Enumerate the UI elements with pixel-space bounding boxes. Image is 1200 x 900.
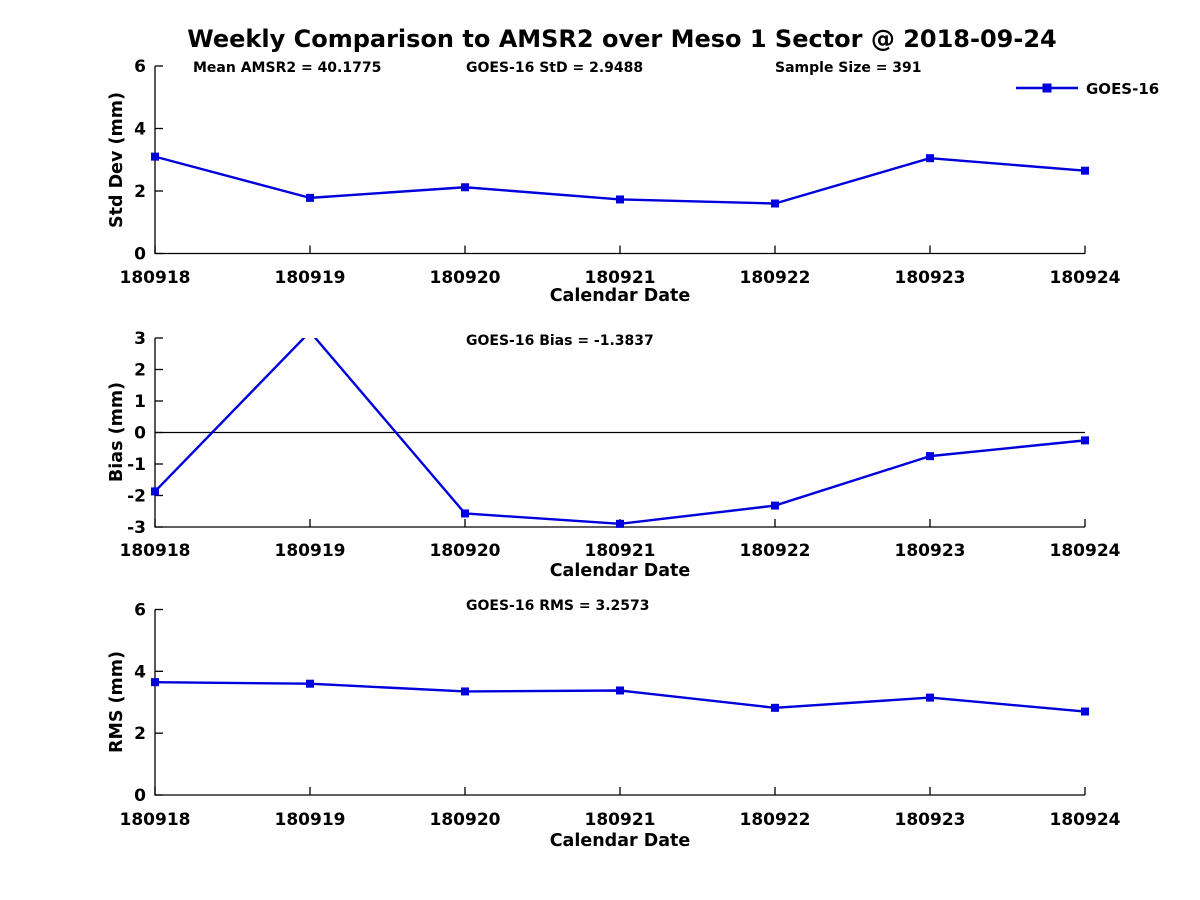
data-marker	[151, 487, 159, 496]
x-tick-label: 180923	[895, 268, 966, 288]
ylabel-std-dev: Std Dev (mm)	[107, 92, 127, 228]
data-marker	[771, 199, 779, 208]
x-tick-label: 180920	[430, 268, 501, 288]
x-tick-label: 180922	[740, 541, 811, 561]
x-tick-label: 180923	[895, 541, 966, 561]
annotation-goes16-bias: GOES-16 Bias = -1.3837	[466, 333, 654, 349]
y-tick-label: 3	[134, 329, 146, 349]
xlabel-calendar-date-middle: Calendar Date	[550, 561, 691, 581]
data-marker	[461, 183, 469, 192]
x-tick-label: 180924	[1050, 268, 1121, 288]
data-marker	[616, 195, 624, 204]
x-tick-label: 180921	[585, 541, 656, 561]
xlabel-calendar-date-top: Calendar Date	[550, 286, 691, 306]
x-tick-label: 180924	[1050, 541, 1121, 561]
chart-panel-2: 0 2 4 6 180918 180919 180920 180921 180922 180923…	[120, 601, 1121, 831]
annotation-goes16-rms: GOES-16 RMS = 3.2573	[466, 598, 650, 614]
y-tick-label: -3	[127, 518, 146, 538]
data-marker	[926, 693, 934, 702]
y-tick-label: 2	[134, 724, 146, 744]
y-tick-label: 1	[134, 392, 146, 412]
chart-panel-1: -3 -2 -1 0 1 2 3 180918 180919 180920 180921 180922…	[120, 329, 1121, 561]
legend-label: GOES-16	[1086, 80, 1159, 98]
annotation-mean-amsr2: Mean AMSR2 = 40.1775	[193, 60, 381, 76]
y-tick-label: 4	[134, 662, 146, 682]
xlabel-calendar-date-bottom: Calendar Date	[550, 831, 691, 851]
x-tick-label: 180918	[120, 541, 191, 561]
data-marker	[306, 193, 314, 202]
data-marker	[616, 686, 624, 695]
x-tick-label: 180919	[275, 810, 346, 830]
data-marker	[306, 679, 314, 688]
x-tick-label: 180922	[740, 268, 811, 288]
y-tick-label: 0	[134, 245, 146, 265]
figure-title: Weekly Comparison to AMSR2 over Meso 1 S…	[187, 25, 1056, 53]
y-tick-label: 2	[134, 182, 146, 202]
y-tick-label: -1	[127, 455, 146, 475]
x-tick-label: 180920	[430, 541, 501, 561]
x-tick-label: 180921	[585, 268, 656, 288]
ylabel-rms: RMS (mm)	[107, 651, 127, 753]
y-tick-label: -2	[127, 487, 146, 507]
data-marker	[616, 519, 624, 528]
ylabel-bias: Bias (mm)	[107, 382, 127, 482]
x-tick-label: 180921	[585, 810, 656, 830]
x-tick-label: 180922	[740, 810, 811, 830]
annotation-goes16-std: GOES-16 StD = 2.9488	[466, 60, 643, 76]
data-marker	[1081, 436, 1089, 445]
legend-marker	[1042, 83, 1052, 93]
data-marker	[771, 703, 779, 712]
data-marker	[926, 154, 934, 163]
x-tick-label: 180919	[275, 268, 346, 288]
data-marker	[151, 678, 159, 687]
data-marker	[1081, 707, 1089, 716]
x-tick-label: 180918	[120, 268, 191, 288]
x-tick-label: 180920	[430, 810, 501, 830]
data-marker	[771, 501, 779, 510]
x-tick-label: 180924	[1050, 810, 1121, 830]
x-tick-label: 180923	[895, 810, 966, 830]
data-marker	[926, 452, 934, 461]
data-marker	[1081, 166, 1089, 175]
data-marker	[151, 152, 159, 161]
x-tick-label: 180918	[120, 810, 191, 830]
chart-panel-0: 0 2 4 6 180918 180919 180920 180921 180922 180923…	[120, 57, 1121, 288]
y-tick-label: 4	[134, 120, 146, 140]
y-tick-label: 6	[134, 57, 146, 77]
x-tick-label: 180919	[275, 541, 346, 561]
axes	[154, 609, 1085, 796]
y-tick-label: 6	[134, 601, 146, 621]
data-marker	[461, 509, 469, 518]
data-marker	[461, 687, 469, 696]
y-tick-label: 0	[134, 786, 146, 806]
annotation-sample-size: Sample Size = 391	[775, 60, 922, 76]
y-tick-label: 0	[134, 424, 146, 444]
legend: GOES-16	[1016, 80, 1159, 98]
y-tick-label: 2	[134, 361, 146, 381]
data-line-goes-16	[154, 338, 1086, 526]
